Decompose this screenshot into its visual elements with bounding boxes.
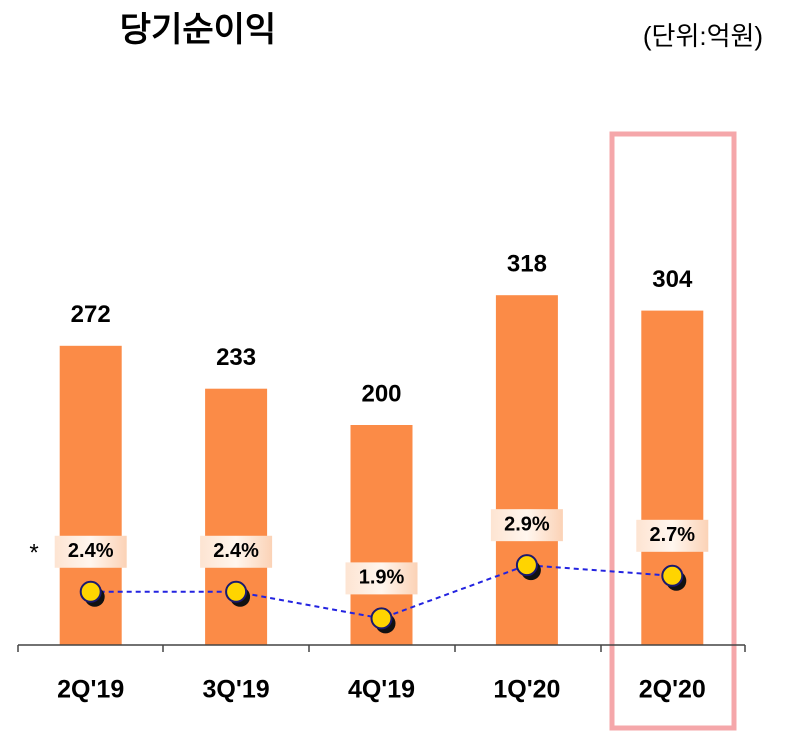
line-value-label: 2.7%	[650, 524, 696, 546]
chart-title: 당기순이익	[120, 11, 276, 49]
label-box	[200, 535, 273, 568]
label-box	[490, 509, 563, 542]
x-tick-label: 1Q'20	[493, 676, 560, 704]
label-box	[636, 519, 709, 552]
bar-value-label: 272	[71, 301, 111, 328]
bar-value-label: 233	[216, 344, 256, 371]
bar-value-label: 200	[361, 380, 401, 407]
line-marker	[370, 607, 393, 630]
bar-value-label: 318	[507, 251, 547, 278]
x-tick-label: 2Q'19	[57, 676, 124, 704]
bar	[495, 295, 558, 645]
line-marker	[515, 554, 538, 577]
x-tick-label: 2Q'20	[639, 676, 706, 704]
x-tick-label: 4Q'19	[348, 676, 415, 704]
highlight-box	[609, 131, 737, 731]
line-value-label: 2.4%	[213, 540, 259, 562]
line-marker	[79, 580, 102, 603]
axis-ticks	[17, 645, 746, 652]
line-value-label: 1.9%	[359, 567, 405, 589]
line-marker	[661, 564, 684, 587]
label-box	[54, 535, 127, 568]
line	[90, 564, 673, 620]
label-box	[345, 562, 418, 595]
bar	[205, 388, 268, 645]
x-tick-label: 3Q'19	[203, 676, 270, 704]
bar-value-label: 304	[652, 266, 693, 293]
bars: 272 233 200 318 304	[59, 251, 704, 645]
footnote-marker: *	[29, 539, 38, 566]
unit-label: (단위:억원)	[643, 21, 763, 51]
bar	[641, 310, 704, 645]
line-value-label: 2.9%	[504, 513, 550, 535]
line-layer: 2.4% 2.4% 1.9% 2.9% 2.7%	[54, 509, 709, 634]
line-marker	[225, 580, 248, 603]
line-value-label: 2.4%	[68, 540, 114, 562]
